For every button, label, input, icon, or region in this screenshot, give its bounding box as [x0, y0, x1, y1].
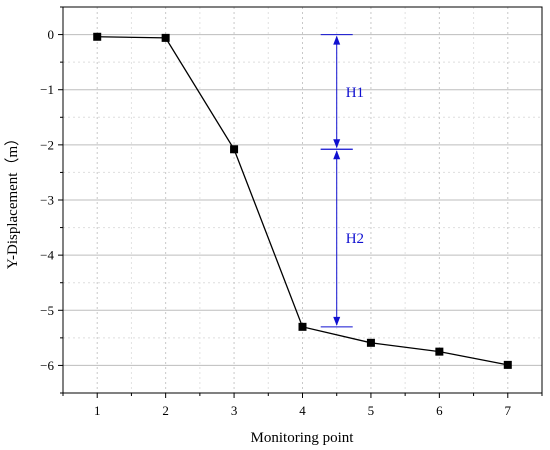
y-axis-title: Y-Displacement（m）: [4, 131, 21, 269]
y-tick-label: −5: [40, 303, 54, 318]
arrowhead-down: [333, 316, 341, 326]
x-tick-label: 5: [368, 403, 375, 418]
annotation-label: H2: [346, 231, 364, 247]
annotations: H1 H2: [320, 34, 364, 328]
data-series: [93, 32, 512, 369]
arrowhead-down: [333, 139, 341, 149]
data-point: [161, 33, 170, 42]
x-tick-label: 4: [299, 403, 306, 418]
y-tick-label: 0: [48, 27, 55, 42]
grid: [62, 6, 543, 394]
data-point: [366, 338, 375, 347]
data-point: [503, 360, 512, 369]
x-tick-label: 2: [162, 403, 169, 418]
arrowhead-up: [333, 150, 341, 160]
x-tick-label: 6: [436, 403, 443, 418]
axes: 0 −1 −2 −3 −4 −5 −6 1 2 3 4 5 6 7: [40, 6, 543, 418]
x-tick-label: 7: [505, 403, 512, 418]
y-tick-label: −3: [40, 193, 54, 208]
series-line: [97, 36, 508, 366]
arrowhead-up: [333, 35, 341, 45]
data-point: [435, 347, 444, 356]
y-tick-label: −6: [40, 358, 54, 373]
data-point: [298, 322, 307, 331]
data-point: [230, 145, 239, 154]
x-axis-title: Monitoring point: [251, 430, 355, 446]
y-tick-label: −4: [40, 248, 54, 263]
x-tick-label: 3: [231, 403, 238, 418]
x-tick-label: 1: [94, 403, 101, 418]
y-tick-label: −1: [40, 82, 54, 97]
data-point: [93, 32, 102, 41]
y-tick-label: −2: [40, 137, 54, 152]
annotation-label: H1: [346, 85, 364, 101]
